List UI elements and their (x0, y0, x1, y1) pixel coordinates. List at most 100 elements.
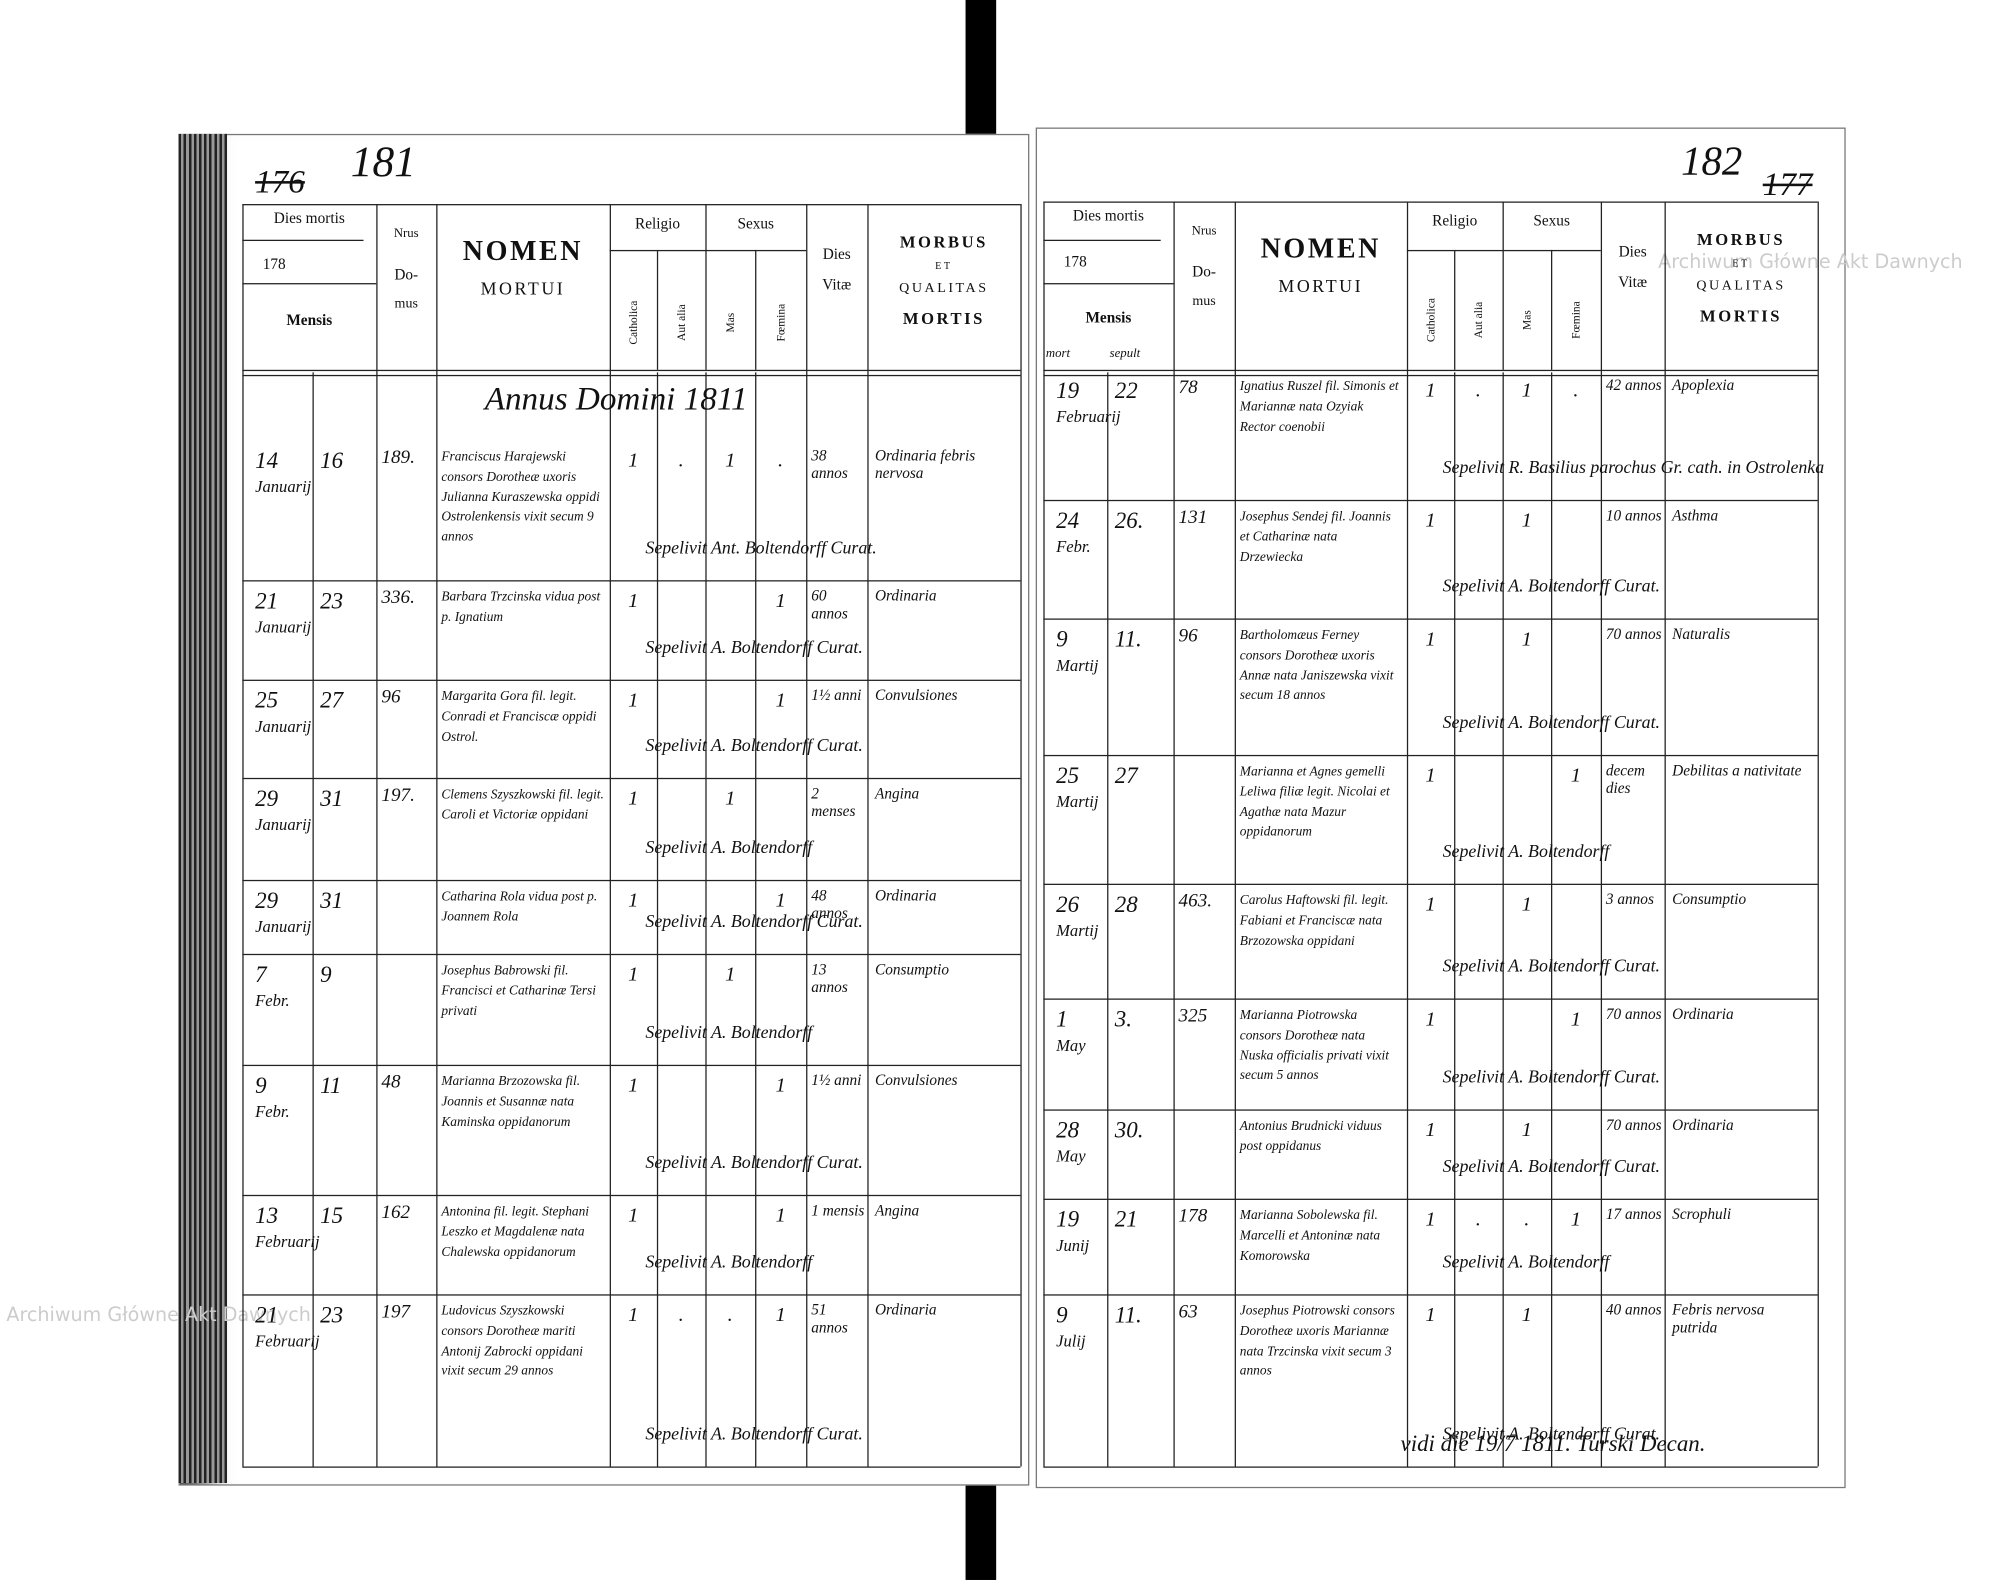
rule (755, 249, 757, 370)
header-qualitas: QUALITAS (1696, 277, 1786, 294)
entry-burial: 28 (1114, 891, 1138, 917)
header-dies-vitae: Dies (822, 244, 851, 263)
entry-day: 19 (1056, 1206, 1080, 1232)
spine-bottom (965, 1479, 997, 1580)
entry-age: 70 annos (1605, 1004, 1662, 1023)
header-mortui: MORTUI (1278, 277, 1364, 298)
entry-burial: 30. (1114, 1117, 1144, 1143)
entry-foemina: . (778, 450, 784, 472)
entry-catholica: 1 (628, 450, 639, 472)
rule (1551, 249, 1553, 370)
entry-sepelivit: Sepelivit A. Boltendorff Curat. (1442, 1068, 1661, 1088)
rule (755, 372, 757, 1467)
entry-burial: 27 (1114, 762, 1138, 789)
header-mort: mort (1045, 346, 1071, 361)
header-dies-vitae: Vitæ (822, 275, 852, 294)
rule (1043, 1198, 1818, 1200)
header-mus: mus (394, 295, 418, 312)
entry-catholica: 1 (628, 689, 639, 712)
entry-catholica: 1 (1425, 1119, 1436, 1142)
entry-day: 1 (1056, 1006, 1068, 1032)
header-nomen: NOMEN (462, 234, 584, 267)
entry-month: Januarij (255, 814, 312, 834)
entry-name: Carolus Haftowski fil. legit. Fabiani et… (1239, 893, 1389, 949)
rule (1406, 201, 1409, 1467)
rule (1020, 204, 1022, 1467)
entry-sepelivit: Sepelivit A. Boltendorff (645, 839, 813, 859)
header-mortis: MORTIS (902, 308, 985, 328)
entry-morbus: Consumptio (874, 960, 949, 979)
entry-day: 13 (255, 1202, 279, 1229)
entry-day: 14 (255, 447, 279, 474)
header-year: 178 (262, 255, 286, 273)
entry-name: Barbara Trzcinska vidua post p. Ignatium (441, 590, 601, 625)
entry-morbus: Angina (874, 784, 920, 803)
entry-sepelivit: Sepelivit A. Boltendorff Curat. (1442, 957, 1661, 977)
rule (1502, 201, 1504, 370)
header-sexus: Sexus (1533, 211, 1570, 230)
entry-morbus: Convulsiones (874, 686, 958, 704)
rule (1043, 374, 1818, 377)
entry-house: 325 (1178, 1006, 1208, 1027)
header-mensis: Mensis (286, 311, 333, 330)
entry-mas: 1 (1521, 380, 1532, 402)
header-mortis: MORTIS (1700, 306, 1783, 326)
entry-day: 9 (255, 1072, 267, 1098)
rule (242, 204, 1021, 206)
entry-age: 1½ anni (811, 1071, 862, 1090)
rule (376, 204, 378, 1467)
header-dies-vitae: Vitæ (1618, 272, 1648, 291)
rule (1600, 201, 1603, 1467)
entry-month: Junij (1056, 1235, 1090, 1255)
entry-day: 7 (255, 961, 267, 988)
entry-day: 28 (1056, 1117, 1080, 1143)
header-religio: Religio (1432, 211, 1478, 230)
rule (436, 204, 438, 1467)
rule (242, 879, 1021, 882)
entry-burial: 31 (320, 887, 344, 914)
header-nomen: NOMEN (1260, 232, 1381, 264)
right-page (1035, 127, 1846, 1489)
entry-burial: 31 (320, 785, 344, 812)
entry-name: Ludovicus Szyszkowski consors Dorotheæ m… (441, 1304, 583, 1379)
header-qualitas: QUALITAS (899, 280, 989, 296)
rule (1173, 201, 1175, 1467)
entry-mas: 1 (1521, 893, 1532, 916)
entry-day: 25 (255, 687, 279, 713)
watermark: Archiwum Główne Akt Dawnych (6, 1303, 311, 1327)
entry-house: 189. (381, 447, 415, 468)
rule (1043, 239, 1161, 242)
entry-age: 70 annos (1605, 1115, 1662, 1134)
entry-month: Januarij (255, 916, 312, 936)
header-dies-mortis: Dies mortis (1072, 206, 1144, 225)
header-sepult: sepult (1109, 346, 1141, 361)
rule (656, 249, 659, 370)
rule (609, 249, 807, 252)
entry-catholica: 1 (628, 1074, 639, 1097)
entry-mas: 1 (725, 450, 736, 472)
entry-month: Febr. (255, 990, 290, 1010)
entry-burial: 22 (1114, 377, 1138, 403)
header-aut_alia: Aut alia (1471, 301, 1485, 339)
watermark: Archiwum Główne Akt Dawnych (1658, 249, 1963, 273)
entry-name: Ignatius Ruszel fil. Simonis et Mariannæ… (1239, 380, 1399, 435)
entry-name: Margarita Gora fil. legit. Conradi et Fr… (441, 689, 597, 745)
rule (609, 204, 611, 1467)
rule (1502, 372, 1504, 1467)
entry-month: Febr. (255, 1101, 290, 1121)
entry-house: 78 (1178, 377, 1198, 398)
rule (242, 204, 244, 1467)
rule (1043, 754, 1818, 757)
entry-sepelivit: Sepelivit A. Boltendorff Curat. (645, 913, 863, 933)
entry-burial: 11. (1114, 626, 1142, 652)
entry-age: 42 annos (1605, 376, 1662, 395)
entry-name: Marianna Brzozowska fil. Joannis et Susa… (441, 1074, 581, 1130)
entry-morbus: Ordinaria (874, 586, 937, 605)
entry-day: 9 (1056, 1301, 1068, 1328)
entry-burial: 21 (1114, 1206, 1138, 1232)
header-foemina: Fœmina (774, 303, 787, 342)
spine-top (965, 0, 997, 134)
entry-day: 29 (255, 887, 279, 914)
entry-house: 336. (381, 587, 415, 609)
entry-sepelivit: Sepelivit A. Boltendorff Curat. (1442, 714, 1661, 734)
